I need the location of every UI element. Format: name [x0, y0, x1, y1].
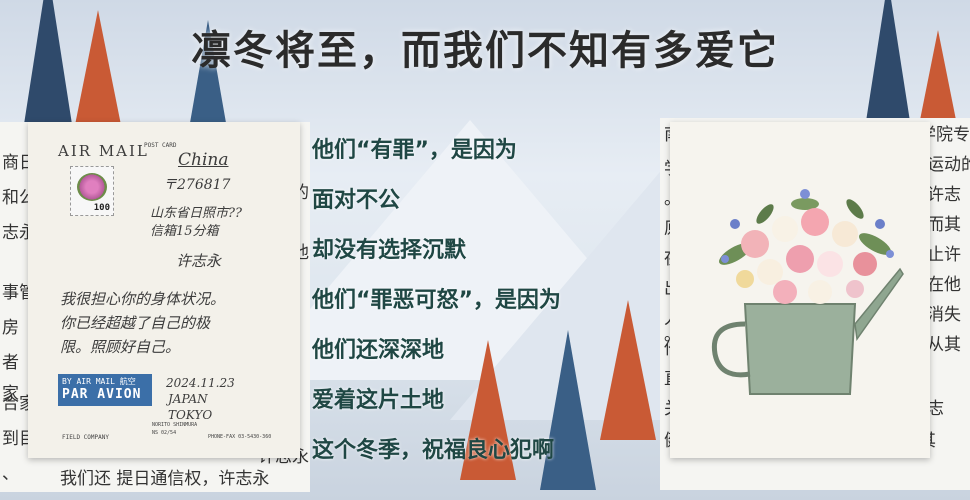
bg-text-fragment: 家 — [2, 384, 19, 404]
bg-text-fragment: 合家 — [2, 394, 36, 414]
phone: PHONE-FAX 03-5430-360 — [208, 434, 272, 440]
poem-line: 面对不公 — [312, 188, 401, 213]
address-line: 山东省日照市?? — [150, 206, 242, 221]
rose-flower — [846, 280, 864, 298]
yellow-flower — [736, 270, 754, 288]
bg-text-fragment: 、 — [2, 464, 19, 484]
leaf-shape — [846, 199, 864, 219]
bg-text-fragment: 商日 — [2, 153, 36, 173]
postcard-left: AIR MAIL POST CARD 100 China 〒276817 山东省… — [28, 122, 300, 458]
rose-flower — [853, 252, 877, 276]
tree-shape — [600, 300, 656, 440]
message-line: 我很担心你的身体状况。 — [60, 290, 226, 308]
bg-text-fragment: 房 — [2, 318, 19, 338]
white-flower — [757, 259, 783, 285]
airmail-header: AIR MAIL — [58, 142, 149, 160]
blue-flower — [800, 189, 810, 199]
leaf-shape — [756, 204, 774, 224]
rose-flower — [741, 230, 769, 258]
watering-can-body — [743, 303, 857, 395]
poem-line: 他们“罪恶可怒”，是因为 — [312, 288, 561, 313]
date: 2024.11.23 — [166, 376, 235, 390]
message-line: 限。照顾好自己。 — [60, 338, 181, 356]
stamp-value: 100 — [93, 203, 110, 213]
rose-flower — [801, 208, 829, 236]
bg-text-fragment: 和公 — [2, 188, 36, 208]
tree-shape — [460, 340, 516, 480]
watering-can-flowers-painting — [711, 189, 904, 395]
postage-stamp: 100 — [70, 166, 114, 216]
white-flower — [772, 216, 798, 242]
page-title: 凛冬将至，而我们不知有多爱它 — [191, 28, 779, 74]
leaf-shape — [791, 198, 819, 210]
bg-text-fragment: 我们还 提日通信权，许志永 — [60, 469, 270, 489]
bg-text-fragment: 者 — [2, 353, 19, 373]
bg-text-fragment: 志永 — [2, 223, 36, 243]
poem-line: 他们“有罪”，是因为 — [312, 138, 517, 163]
postcard-right — [670, 122, 930, 458]
poem-line: 却没有选择沉默 — [312, 238, 467, 263]
airmail-label: BY AIR MAIL 航空 PAR AVION — [58, 374, 152, 406]
white-flower — [832, 221, 858, 247]
rose-flower — [773, 280, 797, 304]
leaf-shape — [859, 233, 891, 255]
white-flower — [817, 251, 843, 277]
blue-flower — [875, 219, 885, 229]
blue-flower — [886, 250, 894, 258]
poem-block: 他们“有罪”，是因为 面对不公 却没有选择沉默 他们“罪恶可怒”，是因为 他们还… — [312, 126, 662, 476]
rose-flower — [786, 245, 814, 273]
poem-line: 他们还深深地 — [312, 338, 445, 363]
watering-can-spout — [854, 267, 904, 341]
place: TOKYO — [168, 408, 213, 422]
company-name: FIELD COMPANY — [62, 434, 109, 441]
recipient-name: 许志永 — [176, 252, 222, 270]
postal-code: 〒276817 — [163, 177, 231, 193]
airmail-big-text: PAR AVION — [62, 387, 142, 402]
airmail-small-text: BY AIR MAIL 航空 — [62, 377, 136, 386]
tree-shape — [540, 330, 596, 490]
flower-stamp-icon — [77, 173, 107, 201]
message-line: 你已经超越了自己的极 — [60, 314, 211, 332]
white-flower — [808, 280, 832, 304]
blue-flower — [730, 219, 740, 229]
recipient-country: China — [178, 150, 229, 170]
place: JAPAN — [168, 392, 208, 406]
poem-line: 这个冬季，祝福良心犯啊 — [312, 438, 555, 463]
watering-can-handle — [711, 321, 751, 378]
artist-credit: NORITO SHINMURA — [152, 422, 198, 428]
poem-line: 爱着这片土地 — [312, 388, 445, 413]
card-code: NS 02/54 — [152, 430, 177, 436]
blue-flower — [721, 255, 729, 263]
bg-text-fragment: 到目 — [2, 429, 36, 449]
postcard-header: POST CARD — [144, 142, 177, 149]
bg-text-fragment: 事管 — [2, 283, 36, 303]
address-line: 信箱15分箱 — [150, 224, 219, 239]
